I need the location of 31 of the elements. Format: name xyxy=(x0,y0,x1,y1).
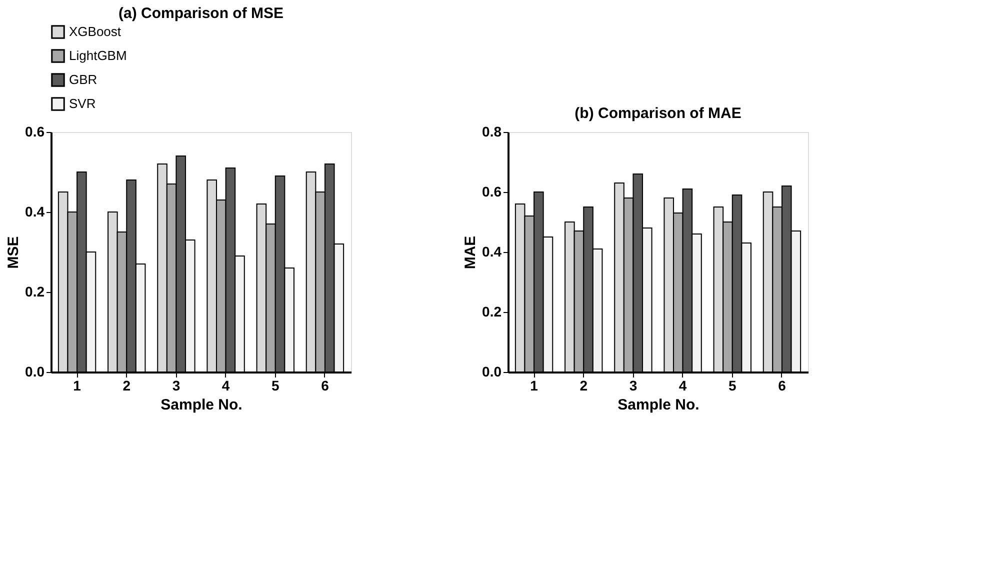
chart-title: (b) Comparison of MAE xyxy=(574,105,742,122)
x-tick-label: 5 xyxy=(728,378,736,394)
legend-label: GBR xyxy=(69,72,98,87)
x-tick-label: 2 xyxy=(580,378,588,394)
legend-label: XGBoost xyxy=(69,24,122,39)
y-tick-label: 0.0 xyxy=(25,364,45,380)
x-tick-label: 3 xyxy=(629,378,638,394)
x-tick-label: 1 xyxy=(530,378,538,394)
y-tick-label: 0.8 xyxy=(482,124,502,140)
x-tick-label: 2 xyxy=(122,378,131,394)
y-axis-title: MSE xyxy=(5,236,22,269)
y-tick-label: 0.4 xyxy=(25,204,45,220)
x-tick-label: 4 xyxy=(222,378,230,394)
y-tick-label: 0.2 xyxy=(482,304,502,320)
y-axis-title: MAE xyxy=(462,236,480,270)
x-tick-label: 5 xyxy=(271,378,280,394)
x-tick-label: 4 xyxy=(678,378,687,394)
x-axis-title: Sample No. xyxy=(618,396,700,414)
x-tick-label: 3 xyxy=(172,378,180,394)
x-tick-label: 1 xyxy=(73,378,82,394)
y-tick-label: 0.0 xyxy=(482,364,502,380)
y-tick-label: 0.2 xyxy=(25,284,45,300)
chart-title: (a) Comparison of MSE xyxy=(118,5,284,22)
x-tick-label: 6 xyxy=(321,378,330,394)
legend-label: LightGBM xyxy=(69,48,127,63)
x-tick-label: 6 xyxy=(778,378,786,394)
y-tick-label: 0.6 xyxy=(25,124,45,140)
legend-label: SVR xyxy=(69,96,96,111)
y-tick-label: 0.6 xyxy=(482,184,502,200)
x-axis-title: Sample No. xyxy=(160,396,242,414)
y-tick-label: 0.4 xyxy=(482,244,502,260)
